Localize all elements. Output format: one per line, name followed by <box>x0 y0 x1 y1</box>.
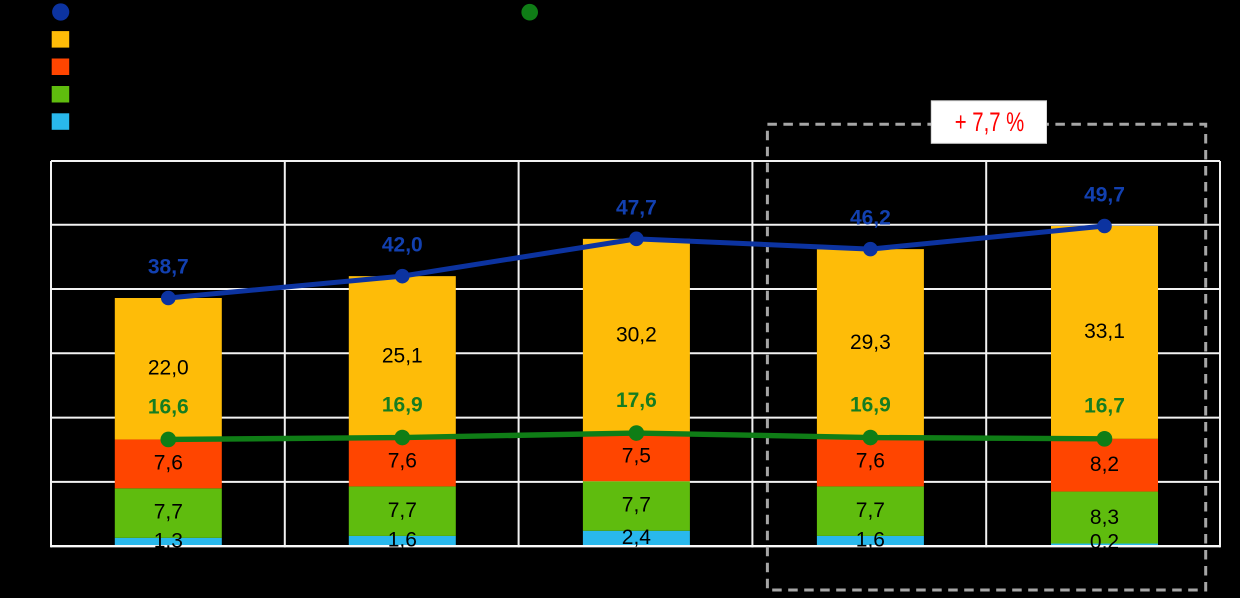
svg-text:7,7: 7,7 <box>856 499 885 522</box>
svg-text:38,7: 38,7 <box>148 256 189 279</box>
svg-text:49,7: 49,7 <box>1084 183 1125 206</box>
svg-text:2,4: 2,4 <box>622 526 652 549</box>
svg-text:47,7: 47,7 <box>616 196 657 219</box>
svg-text:8,2: 8,2 <box>1090 453 1119 476</box>
svg-text:22,0: 22,0 <box>148 356 189 379</box>
svg-text:42,0: 42,0 <box>382 234 423 257</box>
svg-text:46,2: 46,2 <box>850 207 891 230</box>
svg-text:30,2: 30,2 <box>616 324 657 347</box>
svg-text:17,6: 17,6 <box>616 389 657 412</box>
svg-text:7,7: 7,7 <box>622 494 651 517</box>
svg-text:16,6: 16,6 <box>148 395 189 418</box>
svg-text:7,5: 7,5 <box>622 445 651 468</box>
svg-text:Part: Part <box>547 3 583 24</box>
svg-text:0,2: 0,2 <box>1090 531 1119 554</box>
svg-text:16,9: 16,9 <box>850 393 891 416</box>
svg-text:1,6: 1,6 <box>856 529 885 552</box>
svg-text:Segment D: Segment D <box>78 112 173 133</box>
svg-text:16,7: 16,7 <box>1084 395 1125 418</box>
svg-text:Segment C: Segment C <box>78 85 173 106</box>
svg-text:1,6: 1,6 <box>388 529 417 552</box>
svg-text:16,9: 16,9 <box>382 393 423 416</box>
svg-text:1,3: 1,3 <box>154 530 183 553</box>
svg-text:29,3: 29,3 <box>850 331 891 354</box>
svg-text:7,7: 7,7 <box>388 499 417 522</box>
svg-text:Segment B: Segment B <box>78 57 172 78</box>
svg-text:25,1: 25,1 <box>382 344 423 367</box>
svg-text:Total: Total <box>78 3 118 24</box>
svg-text:8,3: 8,3 <box>1090 506 1119 529</box>
svg-text:7,6: 7,6 <box>856 450 885 473</box>
svg-text:Segment A: Segment A <box>78 30 171 51</box>
svg-text:33,1: 33,1 <box>1084 320 1125 343</box>
svg-text:7,6: 7,6 <box>154 452 183 475</box>
svg-text:7,7: 7,7 <box>154 501 183 524</box>
svg-text:+ 7,7 %: + 7,7 % <box>955 107 1025 137</box>
svg-text:7,6: 7,6 <box>388 450 417 473</box>
